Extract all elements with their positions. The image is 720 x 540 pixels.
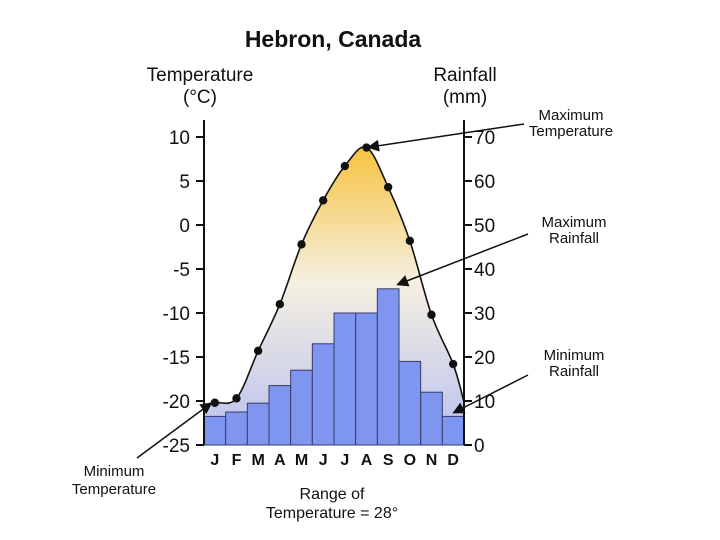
rainfall-bar-6: [333, 312, 357, 446]
month-label: J: [210, 452, 219, 469]
left-tick-label: -5: [173, 260, 190, 281]
max-rainfall-label-line1: Maximum: [541, 214, 606, 231]
range-label-line1: Range of: [300, 486, 365, 503]
rainfall-bar-5: [311, 343, 335, 446]
month-label: S: [383, 452, 394, 469]
temperature-point-3: [275, 300, 285, 309]
chart-title: Hebron, Canada: [245, 26, 422, 52]
month-label: A: [361, 452, 373, 469]
month-label: M: [252, 452, 265, 469]
month-label: D: [447, 452, 459, 469]
left-tick-label: -10: [163, 304, 190, 325]
temperature-point-5: [318, 196, 328, 205]
min-temperature-arrow: [136, 402, 213, 459]
right-tick-label: 50: [474, 216, 495, 237]
min-rainfall-label-line2: Rainfall: [549, 363, 599, 380]
right-axis-label-line2: (mm): [443, 87, 487, 108]
month-label: J: [319, 452, 328, 469]
month-label: F: [232, 452, 242, 469]
temperature-line: [204, 143, 464, 408]
temperature-point-11: [448, 359, 458, 369]
min-rainfall-label-line1: Minimum: [544, 347, 605, 364]
right-tick-label: 30: [474, 304, 495, 325]
month-label: J: [340, 452, 349, 469]
right-axis-label-line1: Rainfall: [433, 65, 496, 86]
temperature-point-6: [340, 161, 350, 171]
left-axis-ticks: 10 5 0 -5 -10 -15 -20 -25: [163, 128, 204, 457]
rainfall-bar-8: [376, 288, 400, 446]
right-tick-label: 10: [474, 392, 495, 413]
rainfall-bar-9: [398, 360, 422, 446]
max-temperature-arrow: [367, 123, 525, 152]
temperature-point-9: [405, 236, 415, 246]
min-rainfall-arrow: [452, 374, 529, 414]
month-label: M: [295, 452, 308, 469]
left-tick-label: -20: [163, 392, 190, 413]
left-axis-label-line1: Temperature: [147, 65, 254, 86]
min-temperature-label-line1: Minimum: [84, 463, 145, 480]
max-rainfall-label-line2: Rainfall: [549, 230, 599, 247]
temperature-point-8: [383, 182, 393, 192]
rainfall-bar-4: [290, 369, 313, 446]
min-temperature-label-line2: Temperature: [72, 481, 156, 498]
left-tick-label: 0: [179, 216, 190, 237]
right-tick-label: 0: [474, 436, 485, 457]
left-tick-label: -15: [163, 348, 190, 369]
right-tick-label: 40: [474, 260, 495, 281]
left-tick-label: -25: [163, 436, 190, 457]
rainfall-bars: [203, 288, 465, 446]
rainfall-bar-11: [441, 415, 465, 446]
right-tick-label: 20: [474, 348, 495, 369]
max-rainfall-arrow: [396, 233, 529, 287]
temperature-point-4: [297, 240, 306, 249]
rainfall-bar-3: [268, 385, 292, 446]
right-axis-ticks: 70 60 50 40 30 20 10 0: [464, 128, 495, 457]
max-temperature-label-line1: Maximum: [538, 107, 603, 124]
left-axis-label-line2: (°C): [183, 87, 217, 108]
temperature-point-7: [362, 143, 371, 152]
temperature-point-2: [253, 346, 263, 356]
rainfall-bar-2: [246, 402, 270, 446]
rainfall-bar-0: [203, 415, 227, 446]
rainfall-bar-7: [355, 312, 378, 446]
range-label-line2: Temperature = 28°: [266, 505, 398, 522]
left-tick-label: 10: [169, 128, 190, 149]
max-temperature-label-line2: Temperature: [529, 123, 613, 140]
month-label: N: [426, 452, 438, 469]
month-label: O: [404, 452, 416, 469]
temperature-point-0: [210, 398, 220, 407]
rainfall-bar-10: [420, 391, 443, 446]
left-tick-label: 5: [179, 172, 190, 193]
right-tick-label: 60: [474, 172, 495, 193]
temperature-point-1: [232, 394, 241, 403]
temperature-point-10: [427, 310, 436, 319]
rainfall-bar-1: [225, 411, 248, 446]
month-label: A: [274, 452, 286, 469]
right-tick-label: 70: [474, 128, 495, 149]
